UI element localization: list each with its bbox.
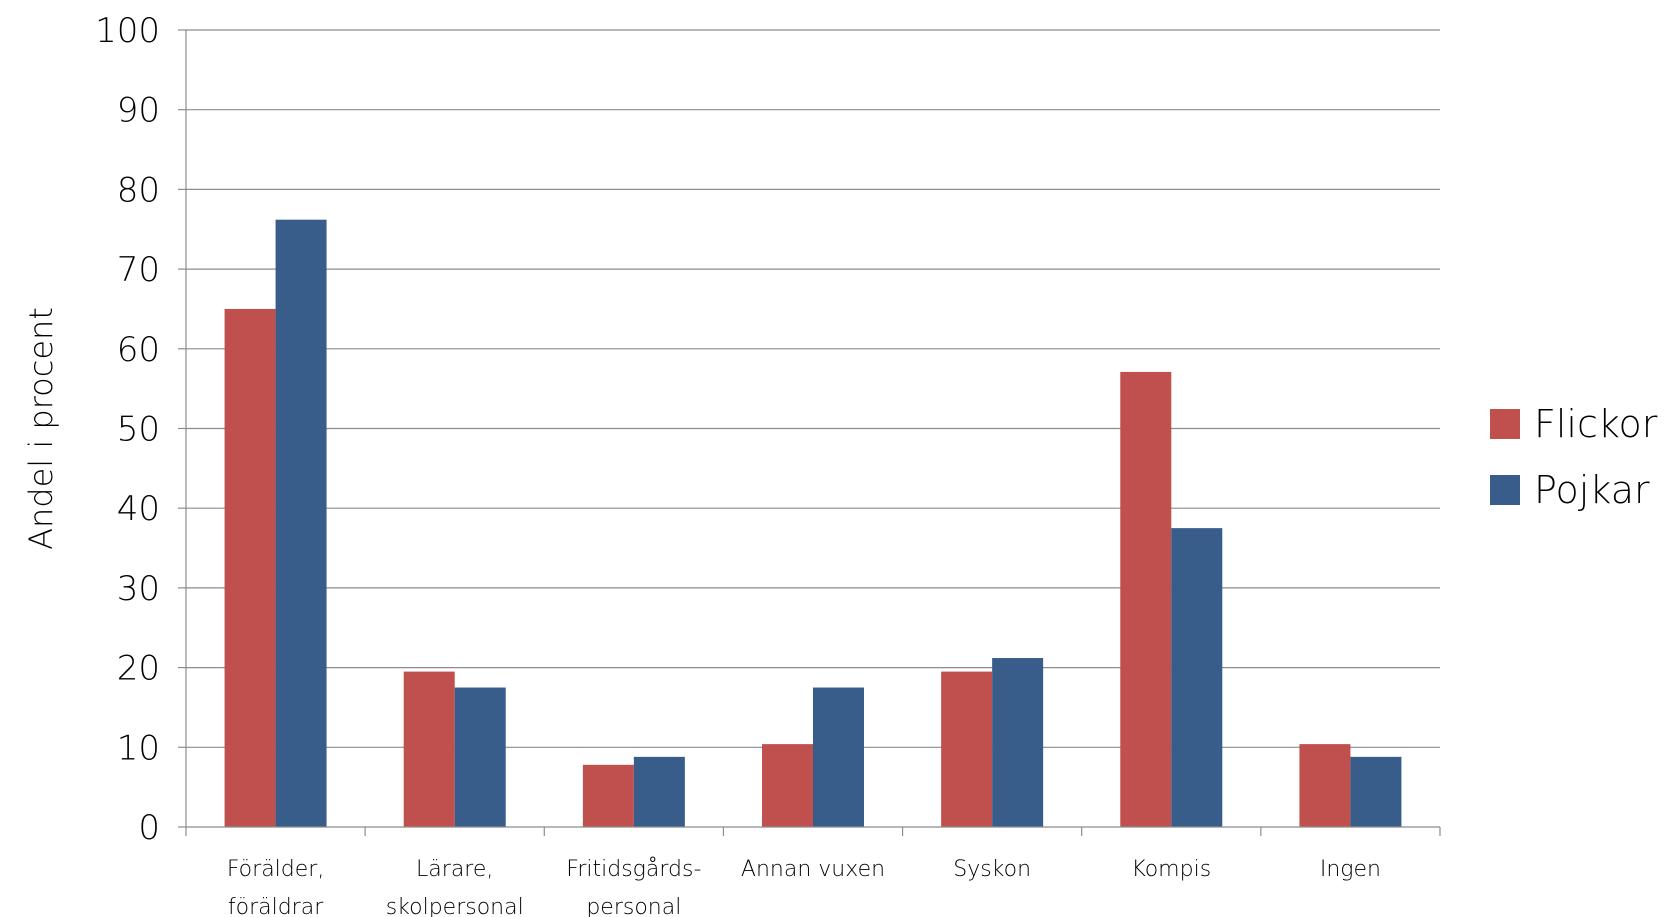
legend-label-flickor: Flickor <box>1534 402 1658 446</box>
y-tick-label: 50 <box>117 410 160 450</box>
bar-pojkar-6 <box>1171 528 1223 827</box>
legend: Flickor Pojkar <box>1490 402 1658 512</box>
x-tick-label: föräldrar <box>228 895 324 917</box>
x-tick-label: personal <box>586 895 681 917</box>
x-tick-labels: Förälder, föräldrar Lärare, skolpersonal Fri… <box>227 857 1381 917</box>
y-axis-label: Andel i procent <box>22 307 60 550</box>
bar-pojkar-7 <box>1350 756 1402 827</box>
bar-flickor-4 <box>762 744 813 827</box>
legend-swatch-pojkar <box>1490 475 1520 505</box>
x-tick-label: skolpersonal <box>386 895 524 917</box>
y-tick-label: 30 <box>117 569 160 609</box>
y-tick-label: 0 <box>138 808 160 848</box>
bar-pojkar-5 <box>992 658 1044 827</box>
x-tick-label: Förälder, <box>227 857 325 882</box>
y-tick-label: 90 <box>117 91 160 131</box>
bar-pojkar-4 <box>813 687 864 827</box>
bar-pojkar-2 <box>454 687 506 827</box>
bar-flickor-5 <box>941 671 993 827</box>
bar-pojkar-1 <box>275 219 327 827</box>
x-tick-label: Kompis <box>1131 857 1211 882</box>
legend-label-pojkar: Pojkar <box>1534 468 1650 512</box>
bar-flickor-3 <box>582 764 634 827</box>
bar-flickor-6 <box>1120 371 1172 827</box>
y-tick-label: 60 <box>117 330 160 370</box>
bar-pojkar-3 <box>633 756 685 827</box>
y-tick-labels: 0 10 20 30 40 50 60 70 80 90 100 <box>95 11 160 848</box>
bar-flickor-2 <box>403 671 455 827</box>
y-tick-label: 40 <box>117 489 160 529</box>
x-tick-label: Annan vuxen <box>741 857 885 882</box>
bar-flickor-1 <box>224 308 276 827</box>
y-tick-label: 100 <box>95 11 160 51</box>
x-tick-label: Ingen <box>1320 857 1381 882</box>
bar-flickor-7 <box>1299 744 1351 827</box>
x-tick-label: Syskon <box>953 857 1031 882</box>
bars <box>224 219 1402 827</box>
y-tick-label: 10 <box>117 728 160 768</box>
y-tick-label: 70 <box>117 250 160 290</box>
x-tick-label: Fritidsgårds- <box>566 857 701 882</box>
y-tick-label: 20 <box>117 649 160 689</box>
x-tick-label: Lärare, <box>416 857 493 882</box>
axes <box>178 29 1441 836</box>
gridlines <box>186 29 1440 748</box>
y-tick-label: 80 <box>117 170 160 210</box>
legend-swatch-flickor <box>1490 409 1520 439</box>
